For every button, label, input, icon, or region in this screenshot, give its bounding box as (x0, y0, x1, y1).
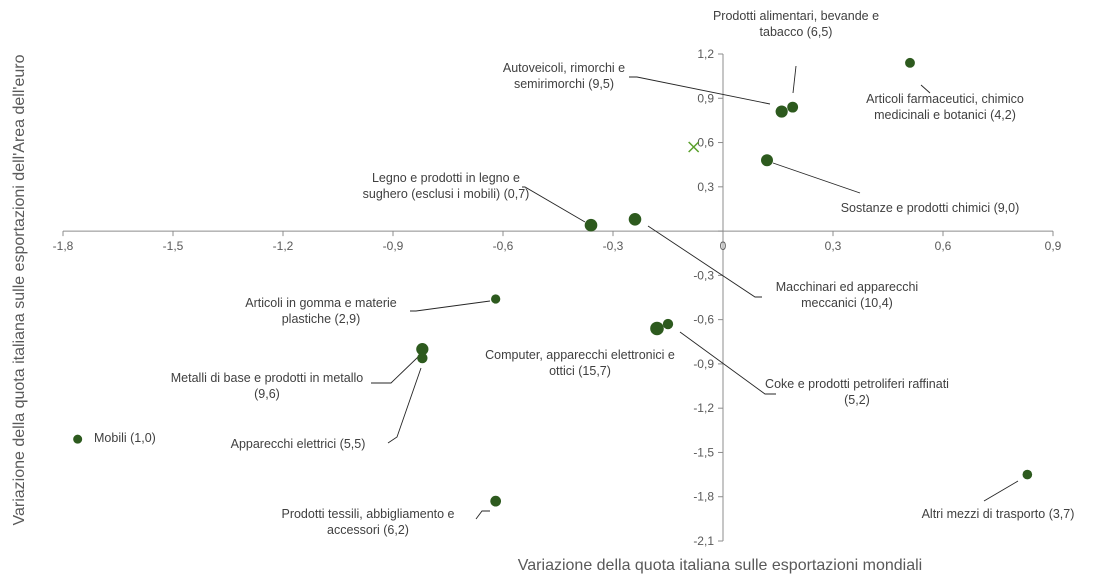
point-label: Apparecchi elettrici (5,5) (231, 437, 366, 451)
point-label: Sostanze e prodotti chimici (9,0) (841, 201, 1020, 215)
point-label-line: (9,6) (254, 387, 280, 401)
y-tick-label: -0,9 (693, 357, 714, 371)
point-label: Prodotti alimentari, bevande e tabacco (6… (713, 9, 879, 39)
data-point (761, 154, 773, 167)
x-tick-label: 0 (720, 239, 727, 253)
callout-line (920, 84, 931, 94)
point-label-line: Coke e prodotti petroliferi raffinati (765, 377, 949, 391)
point-label-line: Mobili (1,0) (94, 431, 156, 445)
x-tick-label: -1,8 (53, 239, 74, 253)
y-axis-title: Variazione della quota italiana sulle es… (11, 54, 28, 525)
data-point (628, 212, 642, 226)
point-label-line: Articoli farmaceutici, chimico (866, 92, 1024, 106)
callout-line (629, 76, 771, 105)
data-point (1022, 469, 1033, 480)
callout-line (772, 162, 861, 194)
callout-line (371, 356, 419, 384)
point-label-line: Articoli in gomma e materie (245, 296, 396, 310)
callout-line (647, 225, 762, 298)
data-point (491, 294, 501, 304)
callout-line (983, 480, 1019, 502)
point-label-line: accessori (6,2) (327, 523, 409, 537)
point-label-line: meccanici (10,4) (801, 296, 893, 310)
point-label: Mobili (1,0) (94, 431, 156, 445)
x-tick-label: 0,3 (825, 239, 842, 253)
y-tick-label: -0,6 (693, 313, 714, 327)
point-label: Articoli farmaceutici, chimico medicinali… (866, 92, 1024, 122)
point-label-line: semirimorchi (9,5) (514, 77, 614, 91)
point-label: Computer, apparecchi elettronici e ottici… (485, 348, 675, 378)
data-point (787, 101, 799, 113)
point-label: Macchinari ed apparecchi meccanici (10,4) (776, 280, 918, 310)
point-label-line: Prodotti tessili, abbigliamento e (281, 507, 454, 521)
callout-line (679, 331, 776, 395)
point-label-line: Metalli di base e prodotti in metallo (171, 371, 364, 385)
x-tick-label: -1,5 (163, 239, 184, 253)
callout-line (387, 367, 422, 444)
point-label-line: (5,2) (844, 393, 870, 407)
point-label-line: Prodotti alimentari, bevande e (713, 9, 879, 23)
data-point (416, 343, 429, 356)
x-tick-label: 0,6 (935, 239, 952, 253)
mean-marker (688, 141, 700, 153)
point-label: Autoveicoli, rimorchi e semirimorchi (9,5… (503, 61, 625, 91)
callout-line (792, 65, 797, 94)
data-point (73, 434, 83, 444)
point-label-line: ottici (15,7) (549, 364, 611, 378)
x-tick-label: -0,3 (603, 239, 624, 253)
data-point (490, 495, 502, 507)
callout-line (475, 510, 490, 520)
point-label-line: Computer, apparecchi elettronici e (485, 348, 675, 362)
x-tick-label: 0,9 (1045, 239, 1062, 253)
point-label: Legno e prodotti in legno e sughero (escl… (363, 171, 530, 201)
y-tick-label: 0,6 (697, 136, 714, 150)
point-label-line: Autoveicoli, rimorchi e (503, 61, 625, 75)
point-label-line: Altri mezzi di trasporto (3,7) (922, 507, 1075, 521)
data-point (584, 218, 598, 232)
data-points (73, 57, 1033, 507)
point-labels: Prodotti alimentari, bevande e tabacco (6… (94, 9, 1074, 537)
y-tick-label: -2,1 (693, 534, 714, 548)
point-label-line: Apparecchi elettrici (5,5) (231, 437, 366, 451)
point-label: Metalli di base e prodotti in metallo (9,… (171, 371, 364, 401)
x-tick-label: -0,9 (383, 239, 404, 253)
point-label: Prodotti tessili, abbigliamento e accesso… (281, 507, 454, 537)
callout-line (410, 300, 491, 312)
data-point (905, 57, 915, 68)
point-label-line: medicinali e botanici (4,2) (874, 108, 1016, 122)
axes: -1,8 -1,5 -1,2 -0,9 -0,6 -0,3 0 0,3 0,6 0,9 -2,1 -1… (53, 47, 1062, 548)
point-label-line: plastiche (2,9) (282, 312, 361, 326)
point-label-line: Legno e prodotti in legno e (372, 171, 520, 185)
callout-line (522, 186, 586, 223)
y-tick-label: 0,9 (697, 91, 714, 105)
x-tick-label: -0,6 (493, 239, 514, 253)
y-tick-label: -1,8 (693, 490, 714, 504)
y-tick-label: 0,3 (697, 180, 714, 194)
point-label-line: sughero (esclusi i mobili) (0,7) (363, 187, 530, 201)
point-label: Articoli in gomma e materie plastiche (2,… (245, 296, 396, 326)
data-point (775, 105, 788, 118)
y-tick-label: -1,2 (693, 401, 714, 415)
y-tick-label: -0,3 (693, 268, 714, 282)
y-tick-label: 1,2 (697, 47, 714, 61)
x-axis-title: Variazione della quota italiana sulle es… (518, 557, 922, 574)
point-label-line: Sostanze e prodotti chimici (9,0) (841, 201, 1020, 215)
y-tick-label: -1,5 (693, 445, 714, 459)
data-point (650, 321, 664, 336)
callouts (371, 65, 1019, 520)
point-label: Altri mezzi di trasporto (3,7) (922, 507, 1075, 521)
x-tick-label: -1,2 (273, 239, 294, 253)
point-label-line: tabacco (6,5) (760, 25, 833, 39)
point-label-line: Macchinari ed apparecchi (776, 280, 918, 294)
point-label: Coke e prodotti petroliferi raffinati (5,… (765, 377, 949, 407)
data-point (417, 352, 428, 364)
data-point (662, 318, 674, 330)
